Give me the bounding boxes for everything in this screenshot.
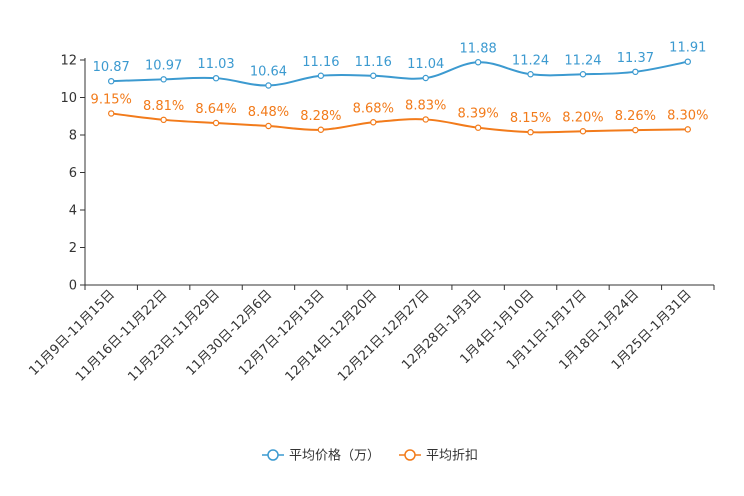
legend-marker-icon (268, 450, 278, 460)
data-point (371, 120, 376, 125)
data-label: 9.15% (91, 92, 132, 107)
data-point (371, 73, 376, 78)
data-label: 8.30% (667, 108, 708, 123)
data-point (633, 128, 638, 133)
data-point (685, 59, 690, 64)
data-label: 11.04 (407, 57, 444, 72)
line-chart: 0 2 4 6 8 10 12 11月9日-11月15日 11月16日-11月22日 11月23日… (0, 0, 744, 496)
data-point (213, 120, 218, 125)
x-tick-label: 12月14日-12月20日 (283, 287, 380, 384)
data-label: 11.03 (197, 57, 234, 72)
data-label: 11.16 (302, 55, 339, 70)
data-point (528, 72, 533, 77)
data-point (266, 83, 271, 88)
data-point (580, 72, 585, 77)
data-label: 11.24 (564, 53, 601, 68)
data-label: 8.64% (195, 102, 236, 117)
y-tick-label: 0 (69, 279, 77, 294)
data-label: 8.68% (353, 101, 394, 116)
x-tick-label: 11月16日-11月22日 (73, 287, 170, 384)
data-label: 8.20% (562, 110, 603, 125)
data-point (476, 60, 481, 65)
data-point (476, 125, 481, 130)
data-label: 11.91 (669, 41, 706, 56)
data-point (109, 111, 114, 116)
x-tick-label: 12月21日-12月27日 (335, 287, 432, 384)
y-tick-label: 10 (60, 91, 77, 106)
data-point (109, 79, 114, 84)
data-point (423, 117, 428, 122)
chart-canvas: 0 2 4 6 8 10 12 11月9日-11月15日11月16日-11月22日11月23日… (0, 0, 744, 496)
legend-label: 平均价格（万） (289, 448, 380, 464)
data-point (528, 130, 533, 135)
data-label: 8.15% (510, 111, 551, 126)
data-label: 11.37 (617, 51, 654, 66)
x-tick-label: 11月23日-11月29日 (125, 287, 222, 384)
data-label: 8.28% (300, 109, 341, 124)
x-tick-label: 11月9日-11月15日 (26, 287, 118, 379)
data-point (161, 77, 166, 82)
data-point (161, 117, 166, 122)
legend-item-1[interactable]: 平均折扣 (399, 449, 478, 464)
data-label: 8.48% (248, 105, 289, 120)
data-point (266, 123, 271, 128)
legend-label: 平均折扣 (426, 449, 478, 464)
y-tick-label: 8 (69, 129, 77, 144)
data-label: 8.26% (615, 109, 656, 124)
legend[interactable]: 平均价格（万） 平均折扣 (262, 448, 478, 464)
data-point (633, 69, 638, 74)
data-point (685, 127, 690, 132)
data-point (318, 127, 323, 132)
data-label: 11.24 (512, 53, 549, 68)
data-label: 11.88 (460, 41, 497, 56)
data-label: 8.83% (405, 98, 446, 113)
y-tick-label: 2 (69, 241, 77, 256)
data-point (318, 73, 323, 78)
data-point (580, 129, 585, 134)
data-label: 10.87 (93, 60, 130, 75)
data-point (213, 76, 218, 81)
data-point (423, 75, 428, 80)
y-tick-label: 4 (69, 204, 77, 219)
data-label: 10.97 (145, 58, 182, 73)
y-tick-label: 12 (60, 54, 77, 69)
legend-item-0[interactable]: 平均价格（万） (262, 448, 380, 464)
data-label: 8.81% (143, 99, 184, 114)
legend-marker-icon (405, 450, 415, 460)
data-label: 11.16 (355, 55, 392, 70)
data-labels: 10.87 10.97 11.03 10.64 11.16 11.16 11.04 11.88… (91, 41, 709, 127)
y-tick-label: 6 (69, 166, 77, 181)
data-label: 8.39% (457, 107, 498, 122)
data-label: 10.64 (250, 65, 287, 80)
